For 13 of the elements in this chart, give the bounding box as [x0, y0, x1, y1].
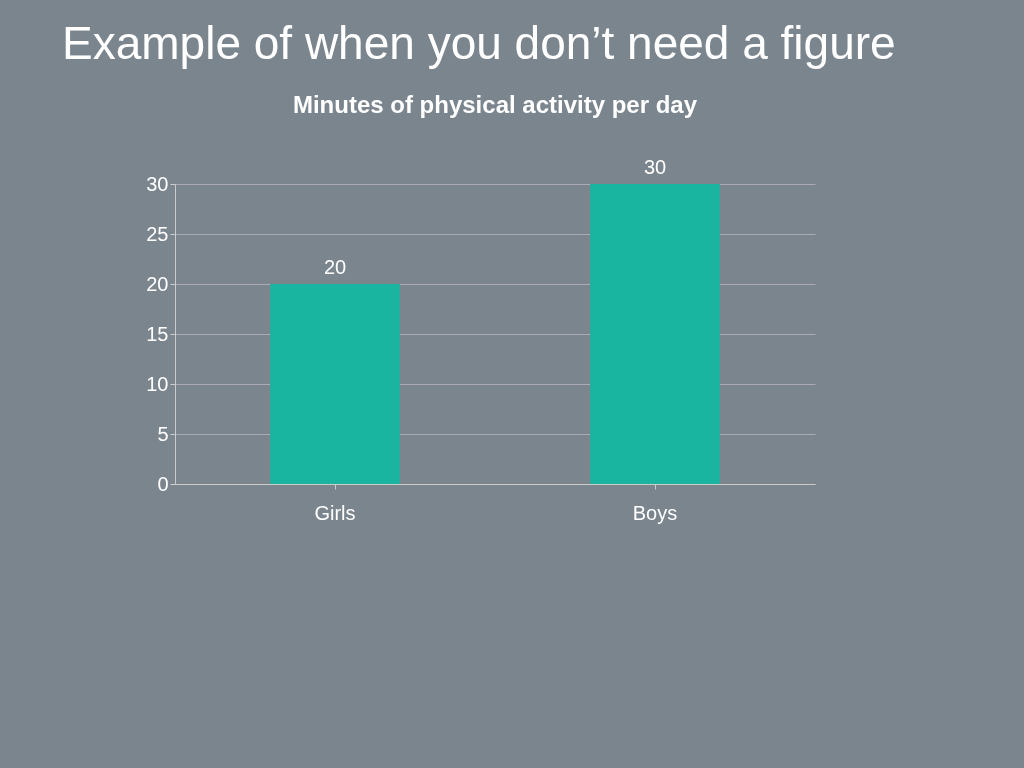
- y-tick-label: 10: [146, 372, 169, 395]
- data-label: 30: [643, 155, 667, 178]
- data-label: 20: [323, 255, 347, 278]
- chart-subtitle: Minutes of physical activity per day: [292, 90, 698, 118]
- y-tick-label: 20: [146, 272, 169, 295]
- y-tick-label: 15: [146, 322, 169, 345]
- x-tick-label: Girls: [314, 501, 356, 524]
- chart-title: Example of when you don’t need a figure: [62, 17, 897, 69]
- x-tick-label: Boys: [632, 501, 678, 524]
- y-tick-label: 5: [157, 422, 169, 445]
- y-tick-label: 30: [146, 172, 169, 195]
- y-tick-label: 25: [146, 222, 169, 245]
- y-tick-label: 0: [157, 472, 169, 495]
